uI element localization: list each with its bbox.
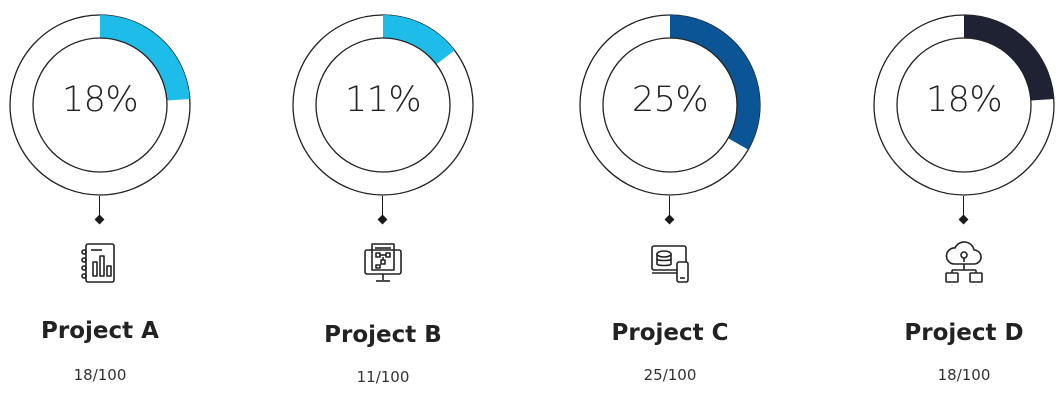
- donut-inner-ring-c: [602, 37, 738, 173]
- percent-label-b: 11%: [344, 80, 422, 120]
- donut-b: [292, 14, 474, 196]
- project-score-a: 18/100: [73, 366, 127, 384]
- devices-database-icon: [650, 240, 690, 286]
- cloud-network-icon: [944, 240, 984, 286]
- project-score-d: 18/100: [937, 366, 991, 384]
- donut-inner-ring-b: [315, 37, 451, 173]
- connector-line-c: [669, 196, 670, 218]
- monitor-flowchart-icon: [363, 240, 403, 286]
- project-score-c: 25/100: [643, 366, 697, 384]
- donut-d: [873, 14, 1055, 196]
- percent-label-d: 18%: [925, 80, 1003, 120]
- donut-c: [579, 14, 761, 196]
- donut-a: [9, 14, 191, 196]
- donut-progress-arc-a: [100, 15, 190, 101]
- project-card-c: 25% Project C 25/100: [555, 0, 785, 405]
- project-name-b: Project B: [324, 322, 442, 348]
- connector-line-d: [963, 196, 964, 218]
- donut-progress-arc-d: [964, 15, 1054, 101]
- project-card-b: 11% Project B 11/100: [268, 0, 498, 405]
- report-chart-icon: [80, 240, 120, 286]
- percent-label-c: 25%: [631, 80, 709, 120]
- project-card-d: 18% Project D 18/100: [849, 0, 1061, 405]
- project-score-b: 11/100: [356, 368, 410, 386]
- project-name-c: Project C: [611, 320, 729, 346]
- donut-progress-arc-c: [670, 15, 760, 150]
- donut-inner-ring-a: [32, 37, 168, 173]
- project-name-d: Project D: [904, 320, 1024, 346]
- donut-inner-ring-d: [896, 37, 1032, 173]
- percent-label-a: 18%: [61, 80, 139, 120]
- connector-line-a: [99, 196, 100, 218]
- project-name-a: Project A: [41, 318, 159, 344]
- connector-line-b: [382, 196, 383, 218]
- project-card-a: 18% Project A 18/100: [0, 0, 215, 405]
- donut-progress-arc-b: [383, 15, 455, 65]
